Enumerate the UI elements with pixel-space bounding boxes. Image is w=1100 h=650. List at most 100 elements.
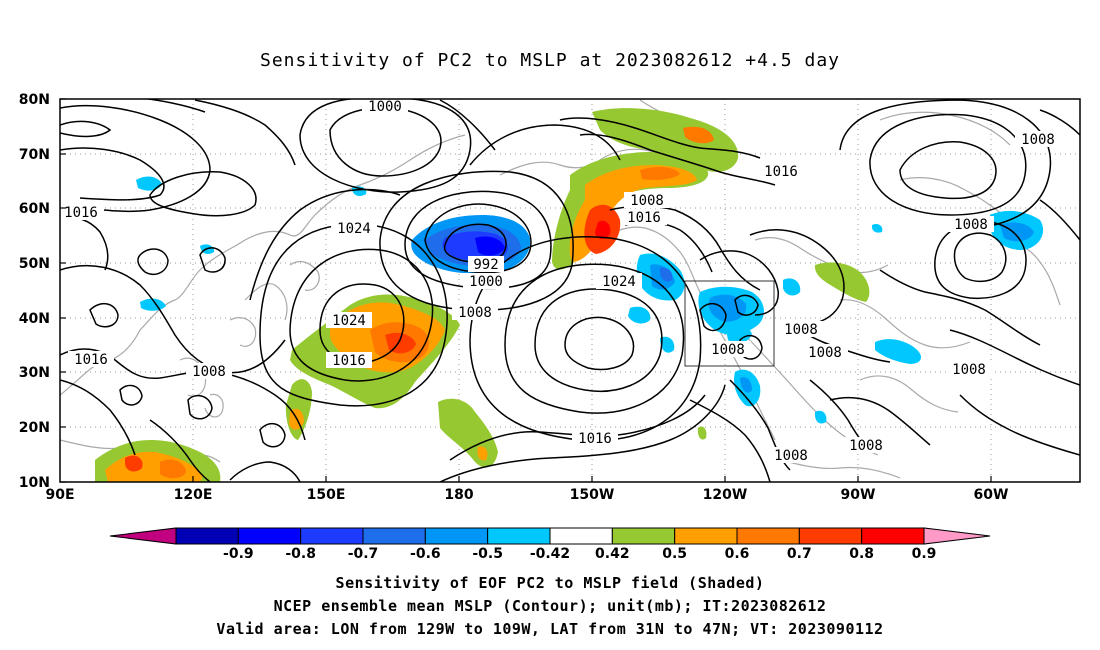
svg-text:1008: 1008 (849, 438, 883, 454)
contour-label: 992 (468, 256, 504, 273)
colorbar-tick-label: -0.42 (530, 546, 570, 562)
lat-label: 80N (19, 92, 50, 108)
contour-label: 1000 (463, 273, 509, 290)
svg-text:1008: 1008 (808, 345, 842, 361)
svg-text:1008: 1008 (711, 342, 745, 358)
colorbar-box (549, 527, 613, 545)
svg-text:1024: 1024 (602, 274, 636, 290)
contour-label: 1016 (68, 351, 114, 368)
colorbar-box (611, 527, 676, 545)
colorbar-box (736, 527, 800, 545)
colorbar-box (861, 527, 925, 545)
map-title: Sensitivity of PC2 to MSLP at 2023082612… (259, 50, 840, 71)
lat-label: 10N (19, 475, 50, 491)
contour-label: 1008 (624, 192, 670, 209)
lon-label: 150E (307, 487, 346, 503)
contour-label: 1008 (186, 363, 232, 380)
contour-label: 1008 (946, 361, 992, 378)
lat-label: 20N (19, 420, 50, 436)
colorbar-tick-label: -0.7 (348, 546, 379, 562)
svg-text:1008: 1008 (774, 448, 808, 464)
svg-text:1016: 1016 (578, 431, 612, 447)
colorbar-box (300, 527, 364, 545)
svg-text:1008: 1008 (458, 305, 492, 321)
lon-label: 90E (45, 487, 74, 503)
lon-label: 150W (570, 487, 615, 503)
svg-text:1016: 1016 (332, 353, 366, 369)
colorbar-box (175, 527, 239, 545)
contour-label: 1008 (768, 447, 814, 464)
lat-label: 30N (19, 365, 50, 381)
colorbar-tick-label: 0.42 (595, 546, 630, 562)
svg-text:1016: 1016 (764, 164, 798, 180)
colorbar: -0.9 -0.8 -0.7 -0.6 -0.5 -0.42 0.42 0.5 0.6 0.7 0.… (109, 527, 991, 562)
contour-label: 1024 (596, 273, 642, 290)
lon-label: 180 (444, 487, 473, 503)
contour-label: 1024 (331, 220, 377, 237)
svg-text:992: 992 (473, 257, 498, 273)
footer-line-contour: NCEP ensemble mean MSLP (Contour); unit(… (273, 597, 827, 615)
lon-label: 60W (974, 487, 1009, 503)
colorbar-tick-label: 0.8 (849, 546, 874, 562)
colorbar-box (424, 527, 489, 545)
axis-ticks (60, 98, 992, 483)
mslp-contours (60, 99, 1080, 482)
contour-label: 1016 (572, 430, 618, 447)
plot-frame (59, 98, 1081, 483)
lat-label: 40N (19, 311, 50, 327)
svg-text:1016: 1016 (74, 352, 108, 368)
contour-label: 1008 (1015, 131, 1061, 148)
contour-label: 1016 (758, 163, 804, 180)
svg-text:1008: 1008 (1021, 132, 1055, 148)
colorbar-tick-label: 0.6 (725, 546, 750, 562)
colorbar-tick-label: 0.9 (912, 546, 937, 562)
contour-label: 1008 (705, 341, 751, 358)
lat-label: 50N (19, 256, 50, 272)
colorbar-box (674, 527, 738, 545)
lon-label: 90W (841, 487, 876, 503)
lon-label: 120E (174, 487, 213, 503)
svg-text:1000: 1000 (368, 99, 402, 115)
lat-label: 60N (19, 201, 50, 217)
svg-text:1000: 1000 (469, 274, 503, 290)
colorbar-tick-label: 0.7 (787, 546, 812, 562)
contour-label: 1016 (326, 352, 372, 369)
lat-label: 70N (19, 147, 50, 163)
svg-text:1016: 1016 (64, 205, 98, 221)
colorbar-max-triangle (923, 527, 991, 545)
contour-label: 1000 (362, 98, 408, 115)
svg-text:1008: 1008 (192, 364, 226, 380)
contour-label: 1024 (326, 312, 372, 329)
contour-label: 1008 (802, 344, 848, 361)
contour-label: 1008 (778, 321, 824, 338)
colorbar-box (237, 527, 302, 545)
svg-text:1008: 1008 (954, 217, 988, 233)
colorbar-min-triangle (109, 527, 177, 545)
colorbar-box (362, 527, 426, 545)
svg-text:1008: 1008 (784, 322, 818, 338)
svg-text:1008: 1008 (952, 362, 986, 378)
contour-label: 1008 (843, 437, 889, 454)
colorbar-tick-label: -0.8 (285, 546, 316, 562)
contour-label: 1008 (452, 304, 498, 321)
plot-area (60, 99, 1080, 482)
colorbar-box (798, 527, 863, 545)
footer-line-valid-area: Valid area: LON from 129W to 109W, LAT f… (216, 620, 884, 638)
colorbar-box (487, 527, 551, 545)
colorbar-tick-label: -0.9 (223, 546, 254, 562)
contour-label: 1016 (621, 209, 667, 226)
colorbar-tick-label: -0.6 (410, 546, 441, 562)
lon-label: 120W (703, 487, 748, 503)
coastlines (60, 99, 1061, 479)
contour-label: 1008 (948, 216, 994, 233)
svg-text:1008: 1008 (630, 193, 664, 209)
valid-area-box (684, 280, 775, 367)
svg-text:1016: 1016 (627, 210, 661, 226)
colorbar-tick-label: 0.5 (662, 546, 687, 562)
colorbar-tick-label: -0.5 (472, 546, 503, 562)
svg-text:1024: 1024 (332, 313, 366, 329)
svg-text:1024: 1024 (337, 221, 371, 237)
footer-line-shading: Sensitivity of EOF PC2 to MSLP field (Sh… (335, 574, 765, 592)
contour-label: 1016 (58, 204, 104, 221)
